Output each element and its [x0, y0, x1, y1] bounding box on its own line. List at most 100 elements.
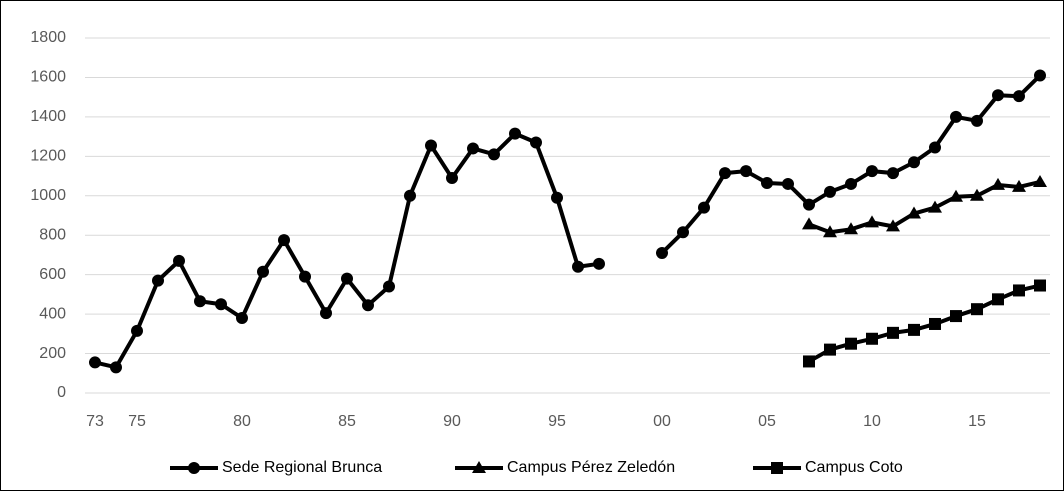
marker	[845, 177, 857, 190]
marker	[823, 225, 837, 238]
marker	[719, 167, 731, 180]
marker	[509, 127, 521, 140]
marker	[1012, 179, 1026, 192]
marker	[907, 206, 921, 219]
marker	[844, 222, 858, 235]
marker	[886, 219, 900, 232]
marker	[131, 324, 143, 337]
marker	[677, 226, 689, 239]
marker	[110, 361, 122, 374]
marker	[173, 254, 185, 267]
marker	[1033, 174, 1047, 187]
marker	[971, 303, 983, 316]
marker	[887, 167, 899, 180]
marker	[803, 355, 815, 368]
marker	[1034, 279, 1046, 292]
x-tick-label: 73	[86, 413, 104, 430]
marker	[992, 89, 1004, 102]
marker	[845, 337, 857, 350]
marker	[698, 201, 710, 214]
y-tick-label: 1200	[30, 148, 66, 165]
legend-label: Campus Pérez Zeledón	[507, 459, 675, 476]
marker	[1013, 90, 1025, 103]
marker	[887, 326, 899, 339]
legend-marker	[472, 461, 486, 473]
marker	[991, 177, 1005, 190]
x-tick-label: 10	[863, 413, 881, 430]
marker	[425, 139, 437, 152]
marker	[740, 165, 752, 178]
marker	[446, 172, 458, 185]
marker	[194, 295, 206, 308]
marker	[467, 142, 479, 155]
marker	[865, 215, 879, 228]
marker	[320, 307, 332, 320]
y-tick-label: 600	[39, 266, 66, 283]
marker	[1013, 284, 1025, 297]
marker	[761, 176, 773, 189]
legend-label: Campus Coto	[805, 459, 903, 476]
marker	[656, 246, 668, 259]
x-tick-label: 80	[233, 413, 251, 430]
marker	[949, 189, 963, 202]
marker	[299, 270, 311, 283]
marker	[383, 280, 395, 293]
x-tick-label: 05	[758, 413, 776, 430]
y-tick-label: 1800	[30, 29, 66, 46]
x-tick-label: 15	[968, 413, 986, 430]
y-tick-label: 0	[57, 384, 66, 401]
marker	[824, 343, 836, 356]
marker	[404, 189, 416, 202]
marker	[782, 177, 794, 190]
legend-label: Sede Regional Brunca	[222, 459, 382, 476]
marker	[950, 110, 962, 123]
y-tick-label: 1400	[30, 108, 66, 125]
marker	[803, 198, 815, 211]
x-tick-label: 95	[548, 413, 566, 430]
marker	[866, 332, 878, 345]
marker	[908, 323, 920, 336]
marker	[236, 312, 248, 325]
legend-marker	[771, 462, 783, 474]
marker	[992, 293, 1004, 306]
marker	[89, 356, 101, 369]
marker	[488, 148, 500, 161]
x-tick-label: 00	[653, 413, 671, 430]
y-tick-label: 200	[39, 345, 66, 362]
marker	[929, 317, 941, 330]
marker	[928, 200, 942, 213]
marker	[278, 234, 290, 247]
marker	[152, 274, 164, 287]
marker	[551, 191, 563, 204]
marker	[572, 260, 584, 273]
marker	[802, 217, 816, 230]
marker	[929, 141, 941, 154]
x-tick-label: 75	[128, 413, 146, 430]
legend: Sede Regional Brunca Campus Pérez Zeledón…	[170, 459, 903, 476]
x-tick-label: 90	[443, 413, 461, 430]
marker	[215, 298, 227, 311]
marker	[257, 265, 269, 278]
marker	[593, 257, 605, 270]
marker	[530, 136, 542, 149]
legend-marker	[188, 462, 200, 474]
y-tick-label: 400	[39, 305, 66, 322]
marker	[950, 310, 962, 323]
y-tick-label: 1600	[30, 69, 66, 86]
marker	[341, 272, 353, 285]
marker	[970, 188, 984, 201]
marker	[971, 114, 983, 127]
marker	[824, 185, 836, 198]
marker	[362, 299, 374, 312]
plot-area	[89, 69, 1047, 374]
y-tick-label: 800	[39, 226, 66, 243]
y-tick-label: 1000	[30, 187, 66, 204]
x-tick-label: 85	[338, 413, 356, 430]
marker	[908, 156, 920, 169]
marker	[1034, 69, 1046, 82]
marker	[866, 165, 878, 178]
